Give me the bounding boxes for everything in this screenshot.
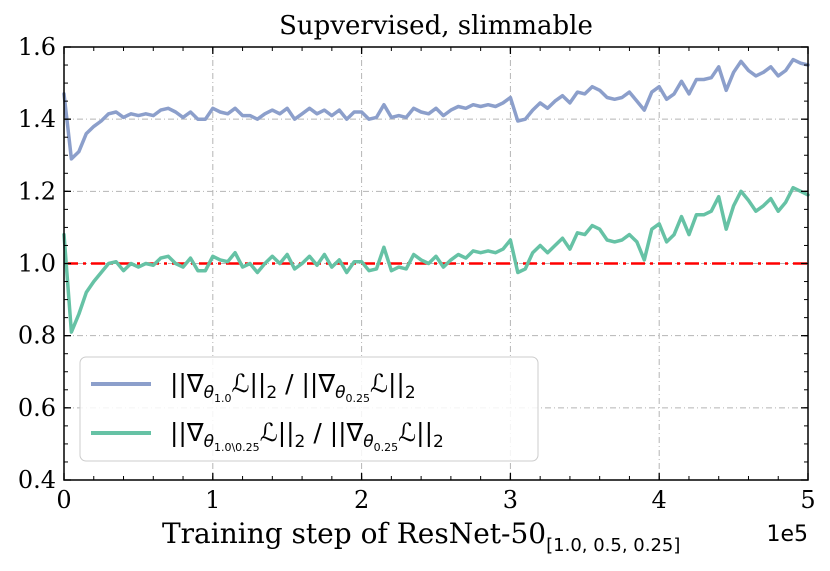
series-line-1 <box>62 57 810 161</box>
series-layer <box>62 57 810 334</box>
legend-1-prefix: ||∇ <box>170 369 204 398</box>
legend-2-mid: ℒ|| <box>260 418 295 447</box>
x-tick-label-2: 2 <box>354 486 369 514</box>
legend: ||∇θ1.0ℒ||2 / ||∇θ0.25ℒ||2 ||∇θ1.0\0.25ℒ… <box>79 356 539 462</box>
legend-box <box>79 356 539 462</box>
legend-1-sep: / ||∇ <box>277 369 335 398</box>
y-tick-label-0: 0.4 <box>18 466 56 494</box>
y-tick-label-1: 0.6 <box>18 394 56 422</box>
legend-2-sep: / ||∇ <box>305 418 363 447</box>
y-tick-label-4: 1.2 <box>18 177 56 205</box>
y-tick-label-6: 1.6 <box>18 33 56 61</box>
x-axis-label-subscript: [1.0, 0.5, 0.25] <box>546 535 680 556</box>
legend-1-mid: ℒ|| <box>231 369 266 398</box>
legend-2-subsub2: 0.25 <box>374 441 399 454</box>
legend-1-mid2: ℒ|| <box>370 369 405 398</box>
ticks-layer: 0 1 2 3 4 5 0.4 0.6 0.8 1.0 1.2 1.4 1.6 <box>18 33 816 514</box>
x-tick-label-0: 0 <box>56 486 71 514</box>
legend-2-norm2: 2 <box>433 432 444 452</box>
legend-1-norm2: 2 <box>405 383 416 403</box>
legend-1-norm: 2 <box>266 383 277 403</box>
x-tick-label-3: 3 <box>503 486 518 514</box>
legend-label-series-2: ||∇θ1.0\0.25ℒ||2 / ||∇θ0.25ℒ||2 <box>170 418 444 454</box>
legend-1-sub: θ <box>204 383 215 403</box>
legend-label-series-1: ||∇θ1.0ℒ||2 / ||∇θ0.25ℒ||2 <box>170 369 416 405</box>
legend-1-subsub: 1.0 <box>214 392 232 405</box>
legend-2-prefix: ||∇ <box>170 418 204 447</box>
x-tick-label-1: 1 <box>205 486 220 514</box>
x-tick-label-4: 4 <box>652 486 667 514</box>
y-tick-label-3: 1.0 <box>18 250 56 278</box>
chart-title: Supvervised, slimmable <box>279 11 593 41</box>
legend-1-subsub2: 0.25 <box>345 392 370 405</box>
legend-2-sub: θ <box>204 432 215 452</box>
legend-2-mid2: ℒ|| <box>398 418 433 447</box>
series-line-2 <box>62 185 810 334</box>
y-tick-label-5: 1.4 <box>18 105 56 133</box>
legend-2-subsub: 1.0\0.25 <box>214 441 260 454</box>
legend-1-sub2: θ <box>335 383 346 403</box>
x-axis-label: Training step of ResNet-50[1.0, 0.5, 0.2… <box>162 517 680 556</box>
x-axis-multiplier: 1e5 <box>766 522 808 547</box>
x-tick-label-5: 5 <box>800 486 815 514</box>
legend-2-norm: 2 <box>295 432 306 452</box>
x-axis-label-main: Training step of ResNet-50 <box>162 517 546 550</box>
legend-2-sub2: θ <box>363 432 374 452</box>
y-tick-label-2: 0.8 <box>18 322 56 350</box>
